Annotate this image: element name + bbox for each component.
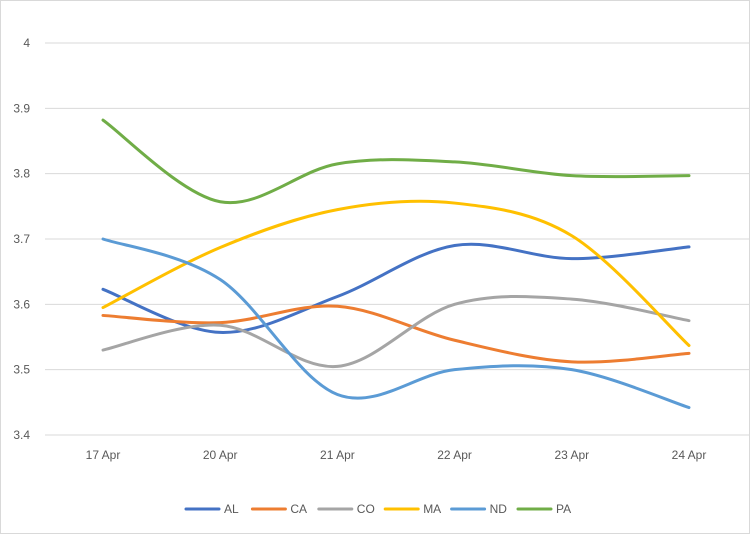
legend: AL CA CO MA ND PA [184,502,571,516]
y-tick-label: 3.8 [13,167,30,181]
legend-label: PA [556,502,571,516]
gridlines [45,42,750,436]
series-line-ma [101,199,691,347]
series-line-pa [101,118,691,205]
legend-item-ca: CA [250,502,307,516]
legend-item-pa: PA [516,502,571,516]
series-line-al [101,242,691,334]
y-axis-tick-labels: 3.4 3.5 3.6 3.7 3.8 3.9 4 [13,36,30,442]
y-tick-label: 3.6 [13,297,30,311]
legend-label: MA [423,502,441,516]
x-tick-label: 23 Apr [554,448,589,462]
series-line-nd [101,237,691,410]
x-tick-label: 17 Apr [86,448,121,462]
y-tick-label: 3.4 [13,428,30,442]
legend-item-ma: MA [383,502,441,516]
x-tick-label: 22 Apr [437,448,472,462]
x-tick-label: 20 Apr [203,448,238,462]
y-tick-label: 3.9 [13,101,30,115]
legend-item-co: CO [317,502,375,516]
legend-label: ND [490,502,508,516]
series-line-ca [101,304,691,364]
x-tick-label: 24 Apr [672,448,707,462]
series-lines [101,118,691,410]
legend-item-al: AL [184,502,239,516]
y-tick-label: 3.5 [13,363,30,377]
legend-label: CA [290,502,307,516]
y-tick-label: 3.7 [13,232,30,246]
x-tick-label: 21 Apr [320,448,355,462]
x-axis-tick-labels: 17 Apr 20 Apr 21 Apr 22 Apr 23 Apr 24 Apr [86,448,707,462]
y-tick-label: 4 [23,36,30,50]
legend-item-nd: ND [450,502,508,516]
legend-label: CO [357,502,375,516]
series-line-co [101,294,691,368]
legend-label: AL [224,502,239,516]
